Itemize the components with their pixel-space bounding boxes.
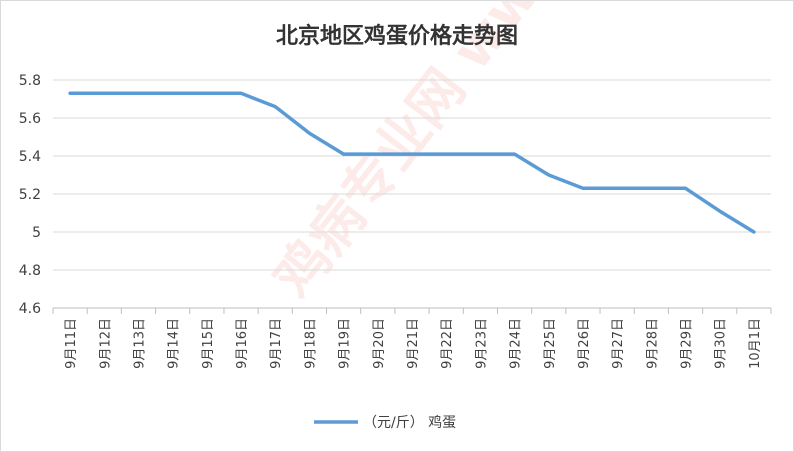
x-tick-label: 9月23日 — [474, 318, 489, 369]
y-tick-label: 4.8 — [19, 263, 41, 279]
x-axis-tick-labels: 9月11日 9月12日 9月13日 9月14日 9月15日 9月16日 9月17日 9月18日… — [64, 318, 763, 369]
x-tick-label: 10月1日 — [748, 318, 763, 369]
x-tick-label: 9月24日 — [509, 318, 524, 369]
x-tick-label: 9月29日 — [680, 318, 695, 369]
y-tick-label: 4.6 — [19, 301, 41, 317]
series-lines — [68, 91, 756, 234]
x-tick-label: 9月12日 — [98, 318, 113, 369]
x-tick-label: 9月22日 — [440, 318, 455, 369]
legend-label: （元/斤） 鸡蛋 — [363, 414, 456, 431]
y-tick-label: 5.2 — [19, 187, 41, 203]
x-tick-label: 9月20日 — [372, 318, 387, 369]
x-tick-label: 9月14日 — [167, 318, 182, 369]
x-tick-label: 9月21日 — [406, 318, 421, 369]
x-tick-label: 9月17日 — [269, 318, 284, 369]
x-tick-label: 9月27日 — [611, 318, 626, 369]
x-tick-label: 9月19日 — [338, 318, 353, 369]
x-axis — [52, 307, 772, 314]
series-line — [68, 91, 756, 234]
x-tick-label: 9月28日 — [645, 318, 660, 369]
y-axis-tick-labels: 4.6 4.8 5 5.2 5.4 5.6 5.8 — [19, 73, 41, 317]
x-tick-label: 9月18日 — [303, 318, 318, 369]
x-tick-label: 9月15日 — [201, 318, 216, 369]
legend: （元/斤） 鸡蛋 — [314, 414, 456, 431]
chart-title: 北京地区鸡蛋价格走势图 — [276, 23, 518, 49]
x-tick-label: 9月26日 — [577, 318, 592, 369]
x-tick-label: 9月13日 — [132, 318, 147, 369]
x-tick-label: 9月11日 — [64, 318, 79, 369]
y-tick-label: 5.8 — [19, 73, 41, 89]
y-tick-label: 5 — [32, 225, 41, 241]
x-tick-label: 9月30日 — [714, 318, 729, 369]
y-tick-label: 5.6 — [19, 111, 41, 127]
x-tick-label: 9月25日 — [543, 318, 558, 369]
gridlines — [53, 79, 771, 271]
x-tick-label: 9月16日 — [235, 318, 250, 369]
y-tick-label: 5.4 — [19, 149, 41, 165]
